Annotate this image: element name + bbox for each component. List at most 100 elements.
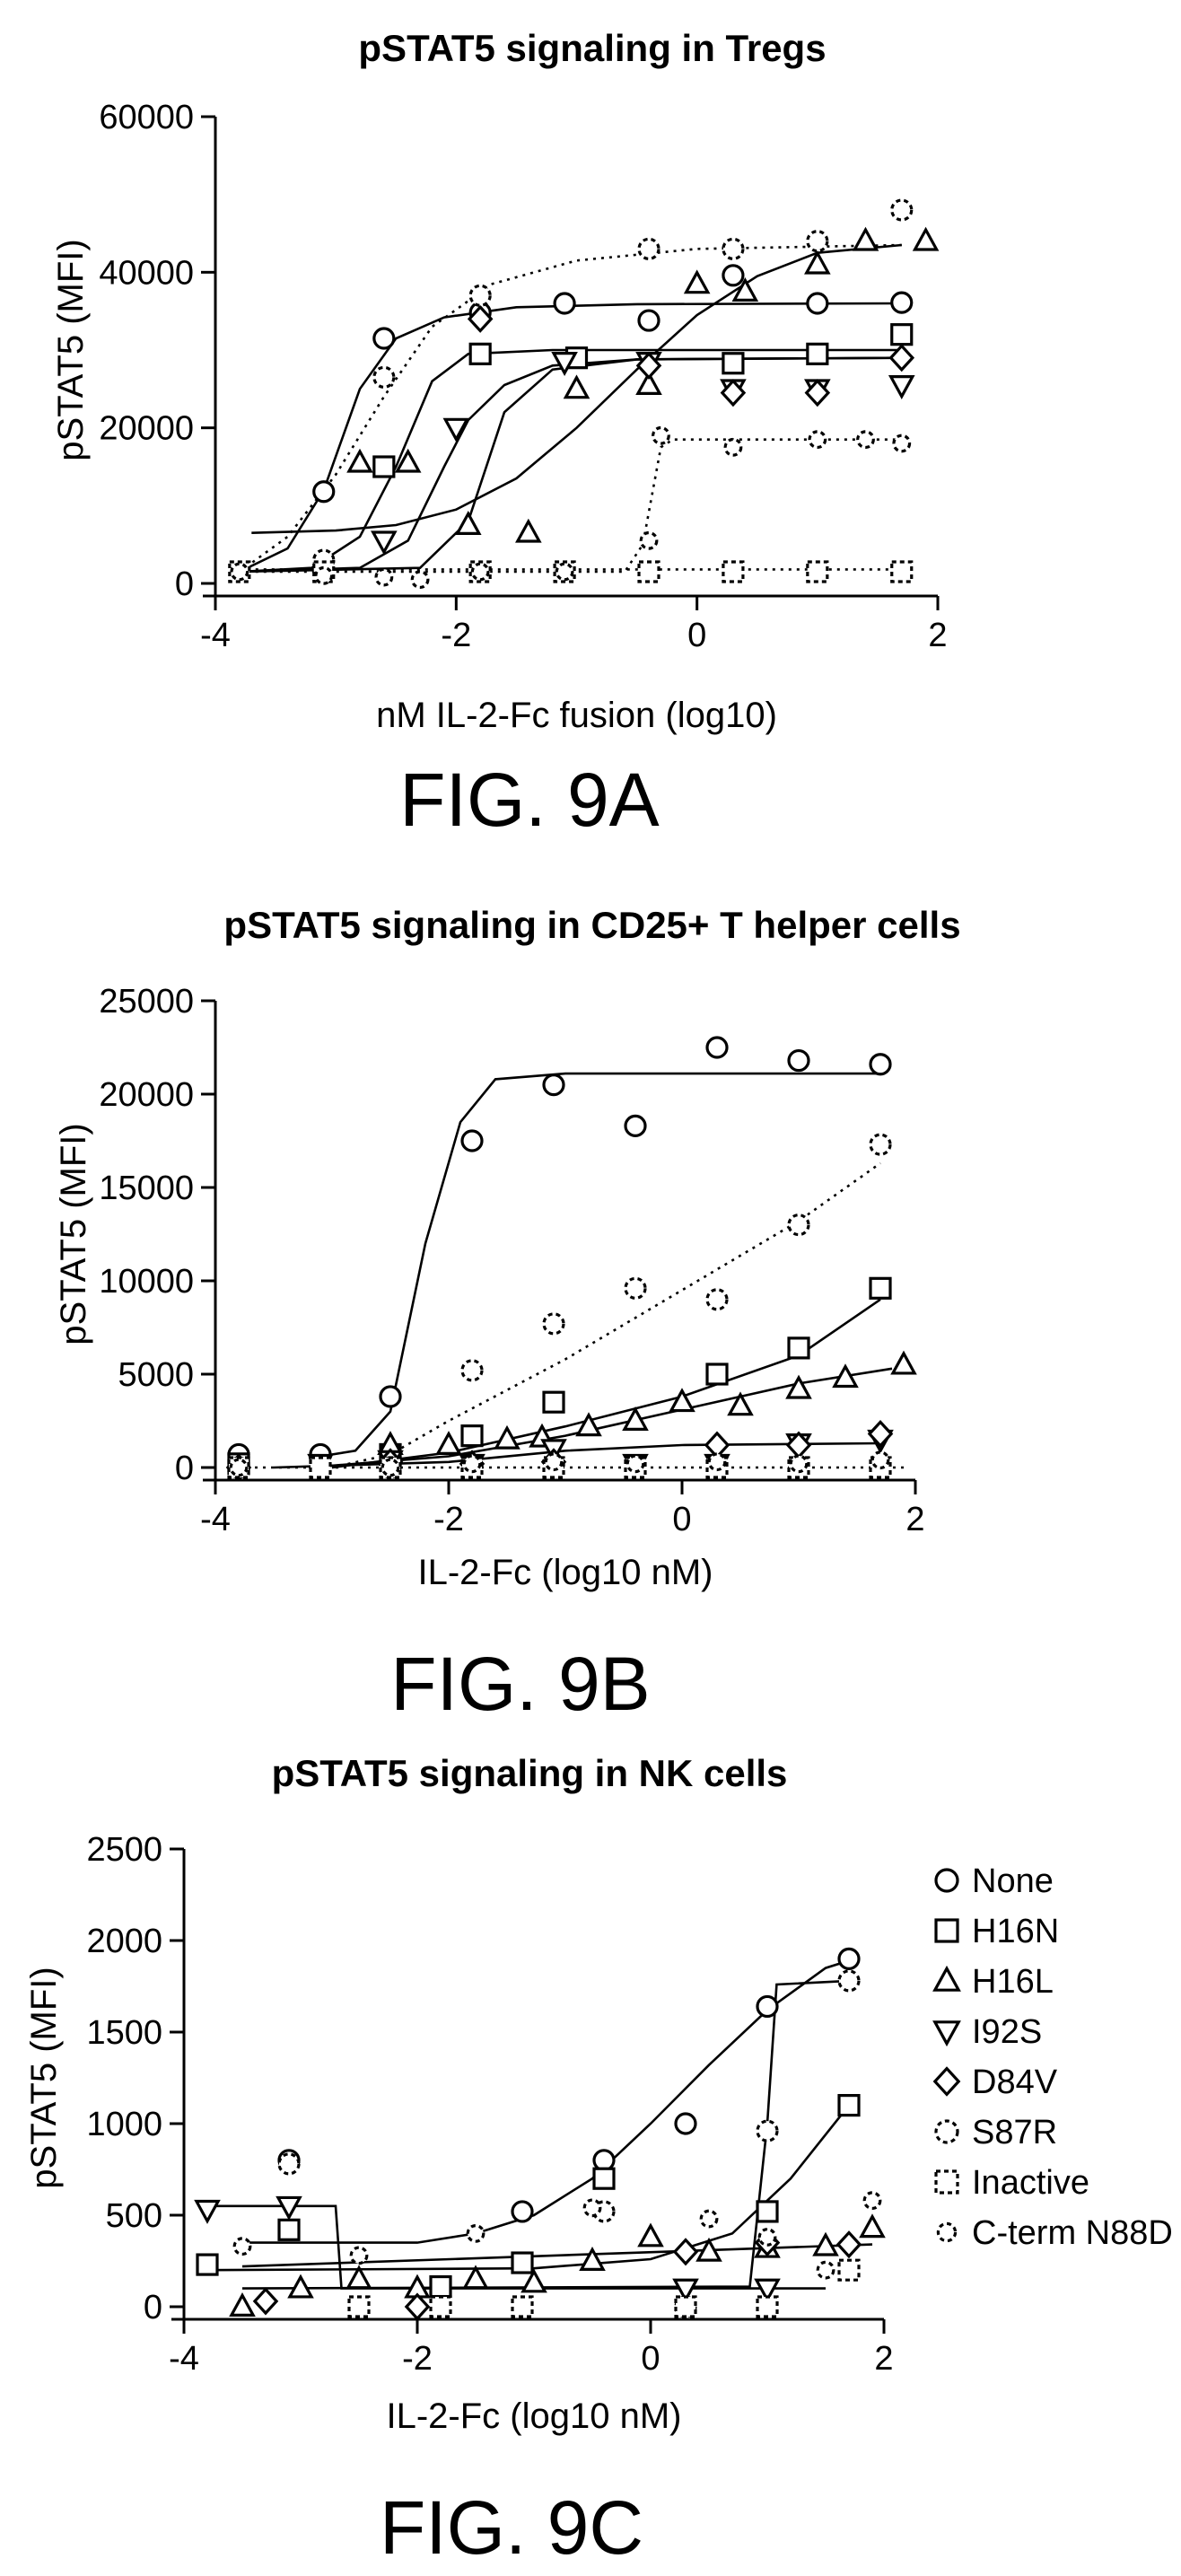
- data-point: [869, 1133, 892, 1156]
- data-point: [637, 237, 660, 260]
- data-point: [787, 1048, 810, 1073]
- data-point: [890, 198, 914, 222]
- data-point: [410, 570, 430, 590]
- data-point: [704, 1431, 730, 1459]
- x-tick-label: 0: [641, 2340, 660, 2378]
- fit-curve: [331, 1298, 881, 1469]
- data-point: [859, 2213, 886, 2239]
- data-point: [683, 269, 711, 294]
- data-point: [890, 323, 914, 346]
- data-point: [635, 371, 662, 395]
- data-point: [394, 448, 422, 473]
- y-tick-label: 0: [144, 2289, 162, 2326]
- data-point: [515, 518, 542, 543]
- data-point: [374, 567, 394, 587]
- data-point: [637, 560, 660, 583]
- legend-marker: [936, 2221, 958, 2243]
- data-point: [542, 1312, 565, 1336]
- data-point: [555, 562, 574, 582]
- legend-item: I92S: [932, 2013, 1042, 2051]
- y-tick-label: 2500: [86, 1831, 162, 1869]
- legend-label: I92S: [972, 2013, 1042, 2051]
- data-point: [468, 342, 492, 365]
- x-tick-label: -4: [200, 1501, 231, 1538]
- data-point: [252, 2287, 279, 2316]
- data-point: [862, 2191, 882, 2211]
- y-tick-label: 10000: [99, 1263, 194, 1301]
- data-point: [232, 2237, 252, 2256]
- data-point: [379, 1385, 402, 1408]
- data-point: [625, 1454, 645, 1474]
- legend: None H16N H16L I92S D84V S87R Inactive C-term N…: [932, 1862, 1173, 2252]
- data-point: [695, 2237, 722, 2262]
- data-point: [511, 2251, 534, 2274]
- data-point: [511, 2200, 534, 2223]
- x-axis-label: nM IL-2-Fc fusion (log10): [376, 696, 777, 735]
- data-point: [756, 2295, 779, 2318]
- data-point: [890, 560, 914, 583]
- fit-curve: [207, 2204, 826, 2290]
- data-point: [806, 342, 829, 365]
- data-point: [309, 1456, 332, 1479]
- data-point: [468, 284, 492, 307]
- data-point: [804, 250, 831, 275]
- data-point: [727, 1391, 754, 1416]
- data-point: [785, 1374, 812, 1399]
- data-point: [789, 1454, 809, 1474]
- chart-panel-1: [201, 115, 940, 610]
- y-tick-label: 40000: [99, 254, 194, 292]
- chart-title: pSTAT5 signaling in CD25+ T helper cells: [223, 904, 960, 946]
- data-point: [460, 1359, 484, 1382]
- x-tick-label: -2: [441, 617, 471, 654]
- data-point: [892, 434, 912, 453]
- data-point: [837, 2094, 861, 2117]
- y-axis-label: pSTAT5 (MFI): [51, 239, 91, 460]
- data-point: [756, 1994, 779, 2019]
- y-tick-label: 500: [106, 2197, 162, 2235]
- data-point: [808, 430, 827, 450]
- fit-curve: [206, 2104, 851, 2272]
- data-point: [467, 304, 494, 333]
- data-point: [672, 2238, 699, 2266]
- y-tick-label: 60000: [99, 99, 194, 136]
- legend-label: H16N: [972, 1913, 1059, 1950]
- figure-label: FIG. 9A: [399, 758, 659, 842]
- data-point: [287, 2274, 314, 2299]
- data-point: [837, 2258, 861, 2282]
- data-point: [470, 562, 490, 582]
- data-point: [592, 2149, 616, 2172]
- chart-title: pSTAT5 signaling in Tregs: [358, 27, 826, 69]
- data-point: [888, 344, 915, 372]
- legend-label: H16L: [972, 1963, 1054, 2001]
- y-axis-label: pSTAT5 (MFI): [24, 1967, 64, 2188]
- legend-marker: [934, 1918, 959, 1943]
- fit-curve: [331, 1161, 881, 1469]
- data-point: [349, 2246, 369, 2265]
- data-point: [454, 511, 482, 535]
- fit-curve: [239, 348, 902, 574]
- data-point: [835, 2230, 862, 2259]
- data-point: [575, 1412, 602, 1437]
- data-point: [314, 565, 334, 585]
- data-point: [462, 2265, 489, 2290]
- data-point: [346, 2265, 372, 2290]
- legend-item: C-term N88D: [936, 2214, 1173, 2252]
- data-point: [699, 2209, 719, 2229]
- x-axis-label: IL-2-Fc (log10 nM): [418, 1553, 713, 1592]
- data-point: [277, 2218, 301, 2241]
- data-point: [804, 379, 831, 407]
- data-point: [347, 2295, 371, 2318]
- data-point: [494, 1424, 521, 1450]
- data-point: [869, 1276, 892, 1300]
- y-tick-label: 25000: [99, 983, 194, 1021]
- data-point: [652, 425, 670, 445]
- legend-marker: [932, 2066, 961, 2097]
- x-tick-label: -4: [169, 2340, 199, 2378]
- data-point: [460, 1129, 484, 1152]
- data-point: [582, 2198, 602, 2218]
- legend-item: H16N: [934, 1913, 1059, 1950]
- data-point: [381, 1458, 400, 1477]
- data-point: [551, 352, 578, 376]
- data-point: [624, 1114, 647, 1137]
